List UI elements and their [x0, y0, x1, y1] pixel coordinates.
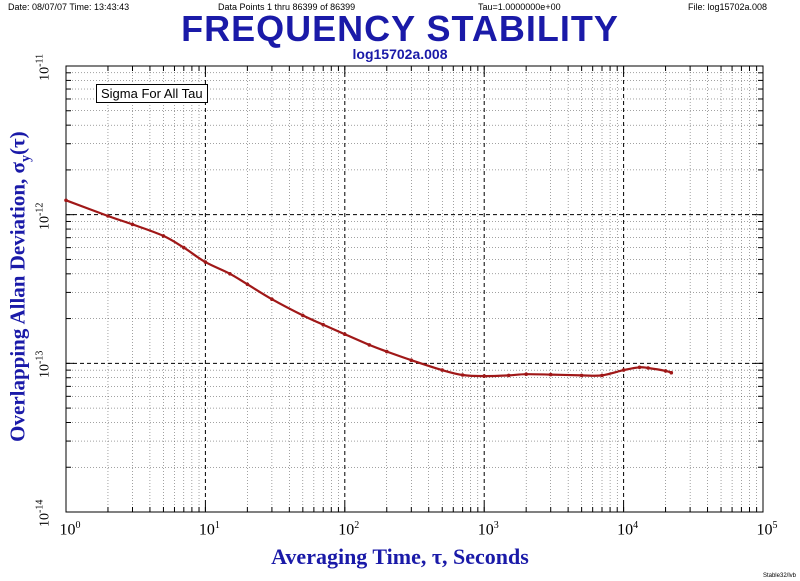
data-point [270, 297, 274, 302]
x-tick-label: 103 [477, 520, 499, 539]
data-point [228, 272, 232, 276]
data-point [64, 198, 68, 203]
data-point [385, 349, 389, 354]
y-tick-label: 10-11 [34, 53, 53, 81]
plot-frame [65, 65, 764, 513]
data-point [343, 332, 347, 337]
data-point [579, 373, 584, 378]
x-axis-label: Averaging Time, τ, Seconds [271, 544, 529, 569]
tick-marks [66, 66, 763, 512]
y-tick-label: 10-12 [34, 202, 53, 230]
data-point [524, 372, 528, 377]
legend-box: Sigma For All Tau [96, 84, 208, 103]
y-axis-label-text: Overlapping Allan Deviation, σy(τ) [5, 131, 34, 442]
x-tick-label: 100 [59, 520, 81, 539]
header-tau: Tau=1.0000000e+00 [478, 2, 561, 12]
data-point [367, 343, 372, 347]
data-point [106, 214, 110, 218]
data-point [506, 373, 511, 378]
header-date: Date: 08/07/07 Time: 13:43:43 [8, 2, 130, 12]
data-point [548, 372, 553, 377]
data-point [669, 370, 674, 375]
data-point [663, 369, 668, 373]
data-point [440, 368, 445, 372]
data-point [621, 368, 626, 372]
series-line [65, 199, 672, 378]
header-file: File: log15702a.008 [688, 2, 768, 12]
data-point [482, 374, 487, 378]
data-point [646, 366, 650, 370]
data-point [130, 222, 135, 227]
data-point [460, 373, 465, 377]
header-data-points: Data Points 1 thru 86399 of 86399 [218, 2, 356, 12]
data-point [182, 245, 186, 250]
data-point [409, 358, 414, 363]
x-tick-label: 101 [198, 520, 220, 539]
grid-lines [66, 66, 763, 512]
data-series [64, 198, 674, 378]
y-axis-label: Overlapping Allan Deviation, σy(τ) [5, 57, 34, 517]
y-tick-label: 10-13 [34, 350, 53, 379]
y-tick-label: 10-14 [34, 499, 53, 527]
data-point [203, 260, 208, 264]
data-point [161, 234, 166, 238]
footer-credit: Stable32/lvb [762, 573, 796, 579]
data-point [321, 322, 326, 327]
data-point [301, 313, 305, 318]
data-point [637, 365, 642, 370]
data-point [600, 373, 604, 378]
chart-subtitle: log15702a.008 [352, 46, 448, 62]
x-tick-label: 105 [756, 520, 778, 539]
chart-title: FREQUENCY STABILITY [181, 8, 619, 49]
data-point [245, 282, 250, 287]
x-tick-label: 102 [338, 520, 360, 539]
x-tick-label: 104 [617, 520, 639, 539]
